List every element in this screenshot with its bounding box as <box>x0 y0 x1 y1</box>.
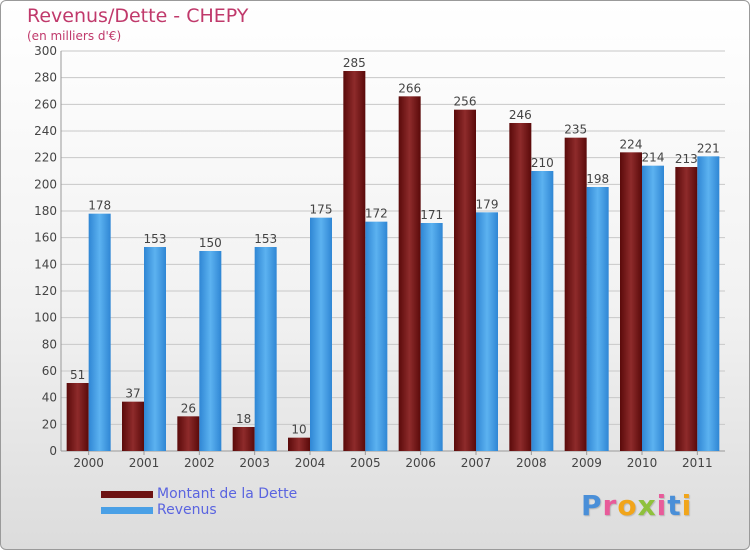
y-tick-label: 0 <box>49 444 57 458</box>
bar-dette <box>122 401 144 451</box>
data-label-dette: 224 <box>620 137 643 151</box>
legend-label-revenus: Revenus <box>157 502 217 518</box>
logo-letter: o <box>617 489 638 522</box>
data-label-revenus: 153 <box>144 232 167 246</box>
x-tick-label: 2000 <box>73 456 104 470</box>
y-tick-label: 140 <box>34 257 57 271</box>
data-labels: 51 178 37 153 26 150 18 153 10 175 285 172 266 171 256… <box>70 56 720 437</box>
data-label-revenus: 210 <box>531 156 554 170</box>
bar-revenus <box>199 251 222 451</box>
y-tick-label: 200 <box>34 177 57 191</box>
data-label-revenus: 179 <box>476 197 499 211</box>
data-label-dette: 235 <box>564 123 587 137</box>
proxiti-logo: Proxiti <box>581 489 692 522</box>
y-axis-ticks: 0 20 40 60 80 100 120 140 160 180 200 220 240 260 280 3… <box>34 44 57 458</box>
bar-dette <box>398 96 421 451</box>
legend-label-dette: Montant de la Dette <box>157 486 298 502</box>
legend-swatch-revenus <box>101 507 153 514</box>
y-tick-label: 40 <box>42 391 57 405</box>
x-tick-label: 2007 <box>461 456 492 470</box>
logo-letter: t <box>667 489 682 522</box>
data-label-dette: 256 <box>454 95 477 109</box>
x-tick-label: 2010 <box>627 456 658 470</box>
data-label-dette: 51 <box>70 368 85 382</box>
bar-revenus <box>476 212 498 451</box>
bar-revenus <box>310 217 332 451</box>
data-label-revenus: 178 <box>88 199 111 213</box>
bar-dette <box>454 109 476 452</box>
y-tick-label: 180 <box>34 204 57 218</box>
data-label-revenus: 214 <box>642 151 665 165</box>
data-label-dette: 18 <box>236 412 251 426</box>
chart-subtitle: (en milliers d'€) <box>27 29 122 43</box>
logo-letter: r <box>602 489 618 522</box>
y-tick-label: 60 <box>42 364 57 378</box>
x-tick-label: 2006 <box>405 456 436 470</box>
y-tick-label: 80 <box>42 337 57 351</box>
y-tick-label: 220 <box>34 151 57 165</box>
bar-revenus <box>586 187 609 451</box>
x-tick-label: 2004 <box>295 456 326 470</box>
y-tick-label: 260 <box>34 97 57 111</box>
y-tick-label: 160 <box>34 231 57 245</box>
logo-letter: i <box>656 489 668 522</box>
bar-revenus <box>697 156 720 452</box>
data-label-revenus: 153 <box>254 232 277 246</box>
x-tick-label: 2001 <box>129 456 160 470</box>
bar-revenus <box>88 213 111 451</box>
bars <box>66 71 720 452</box>
logo-letter: x <box>637 489 657 522</box>
x-tick-label: 2011 <box>682 456 713 470</box>
data-label-dette: 246 <box>509 108 532 122</box>
bar-revenus <box>365 221 388 451</box>
x-tick-label: 2002 <box>184 456 215 470</box>
bar-dette <box>66 383 89 451</box>
bar-revenus <box>254 247 277 451</box>
chart-title: Revenus/Dette - CHEPY <box>27 5 249 27</box>
data-label-dette: 37 <box>125 387 140 401</box>
y-tick-label: 20 <box>42 417 57 431</box>
bar-dette <box>343 71 366 451</box>
bar-revenus <box>420 223 443 451</box>
y-tick-label: 100 <box>34 311 57 325</box>
data-label-revenus: 172 <box>365 207 388 221</box>
data-label-revenus: 171 <box>420 208 443 222</box>
data-label-revenus: 150 <box>199 236 222 250</box>
bar-revenus <box>144 247 166 451</box>
legend-swatch-dette <box>101 491 153 498</box>
bar-dette <box>232 427 255 451</box>
data-label-revenus: 221 <box>697 141 720 155</box>
bar-revenus <box>531 171 554 451</box>
y-tick-label: 240 <box>34 124 57 138</box>
bar-dette <box>509 123 532 451</box>
x-tick-label: 2008 <box>516 456 547 470</box>
data-label-revenus: 198 <box>586 172 609 186</box>
bar-dette <box>620 152 642 452</box>
logo-letter: P <box>581 489 603 522</box>
data-label-revenus: 175 <box>310 203 333 217</box>
x-tick-label: 2003 <box>239 456 270 470</box>
grid-lines <box>60 50 725 452</box>
bar-dette <box>288 437 310 451</box>
y-tick-label: 300 <box>34 44 57 58</box>
bar-dette <box>564 137 587 451</box>
y-tick-label: 280 <box>34 71 57 85</box>
bar-revenus <box>642 165 664 451</box>
logo-letter: i <box>681 489 693 522</box>
x-tick-label: 2005 <box>350 456 381 470</box>
data-label-dette: 26 <box>181 401 196 415</box>
data-label-dette: 213 <box>675 152 698 166</box>
data-label-dette: 266 <box>398 81 421 95</box>
x-tick-label: 2009 <box>571 456 602 470</box>
data-label-dette: 285 <box>343 56 366 70</box>
data-label-dette: 10 <box>291 423 306 437</box>
y-tick-label: 120 <box>34 284 57 298</box>
x-axis-ticks: 2000 2001 2002 2003 2004 2005 2006 2007 2008 2009… <box>73 451 713 470</box>
bar-dette <box>177 416 200 451</box>
bar-dette <box>675 167 698 451</box>
